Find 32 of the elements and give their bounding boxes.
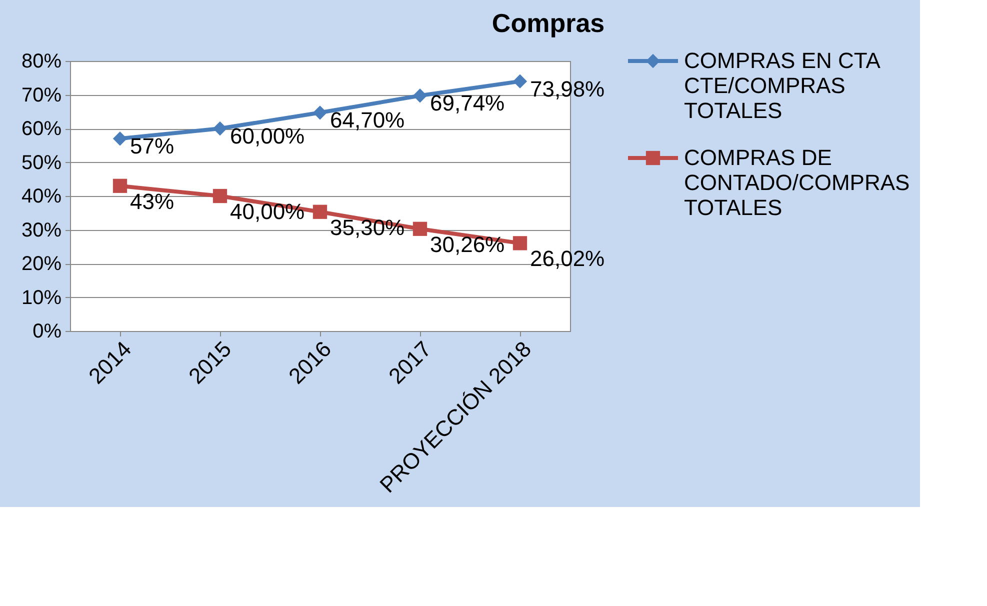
y-tick-label: 30% [21, 219, 62, 242]
y-tick-label: 10% [21, 286, 62, 309]
y-tick-label: 70% [21, 84, 62, 106]
data-label: 60,00% [230, 124, 305, 148]
point [212, 188, 228, 204]
data-label: 40,00% [230, 199, 305, 224]
point [412, 222, 428, 236]
y-tick-label: 40% [21, 186, 62, 208]
chart-title: Compras [492, 8, 605, 38]
legend-label: COMPRAS EN CTA CTE/COMPRAS TOTALES [684, 48, 881, 123]
point [212, 121, 228, 136]
data-label: 69,74% [430, 90, 505, 116]
point [112, 132, 128, 146]
y-tick-label: 0% [32, 320, 62, 342]
data-label: 57% [130, 134, 174, 159]
y-tick-label: 80% [21, 50, 62, 72]
point [512, 236, 528, 250]
data-label: 64,70% [330, 108, 405, 133]
legend-label: COMPRAS DE CONTADO/COMPRAS TOTALES [684, 145, 910, 220]
point [412, 88, 428, 103]
data-label: 73,98% [530, 76, 605, 102]
y-tick-label: 60% [21, 118, 62, 140]
data-label: 43% [130, 188, 174, 214]
y-tick-label: 50% [21, 152, 62, 174]
point [312, 204, 328, 219]
data-label: 35,30% [330, 214, 405, 240]
point [512, 74, 528, 88]
point [112, 178, 128, 193]
data-label: 30,26% [430, 232, 505, 257]
y-tick-label: 20% [21, 253, 62, 275]
point [312, 106, 328, 120]
data-label: 26,02% [530, 246, 605, 272]
